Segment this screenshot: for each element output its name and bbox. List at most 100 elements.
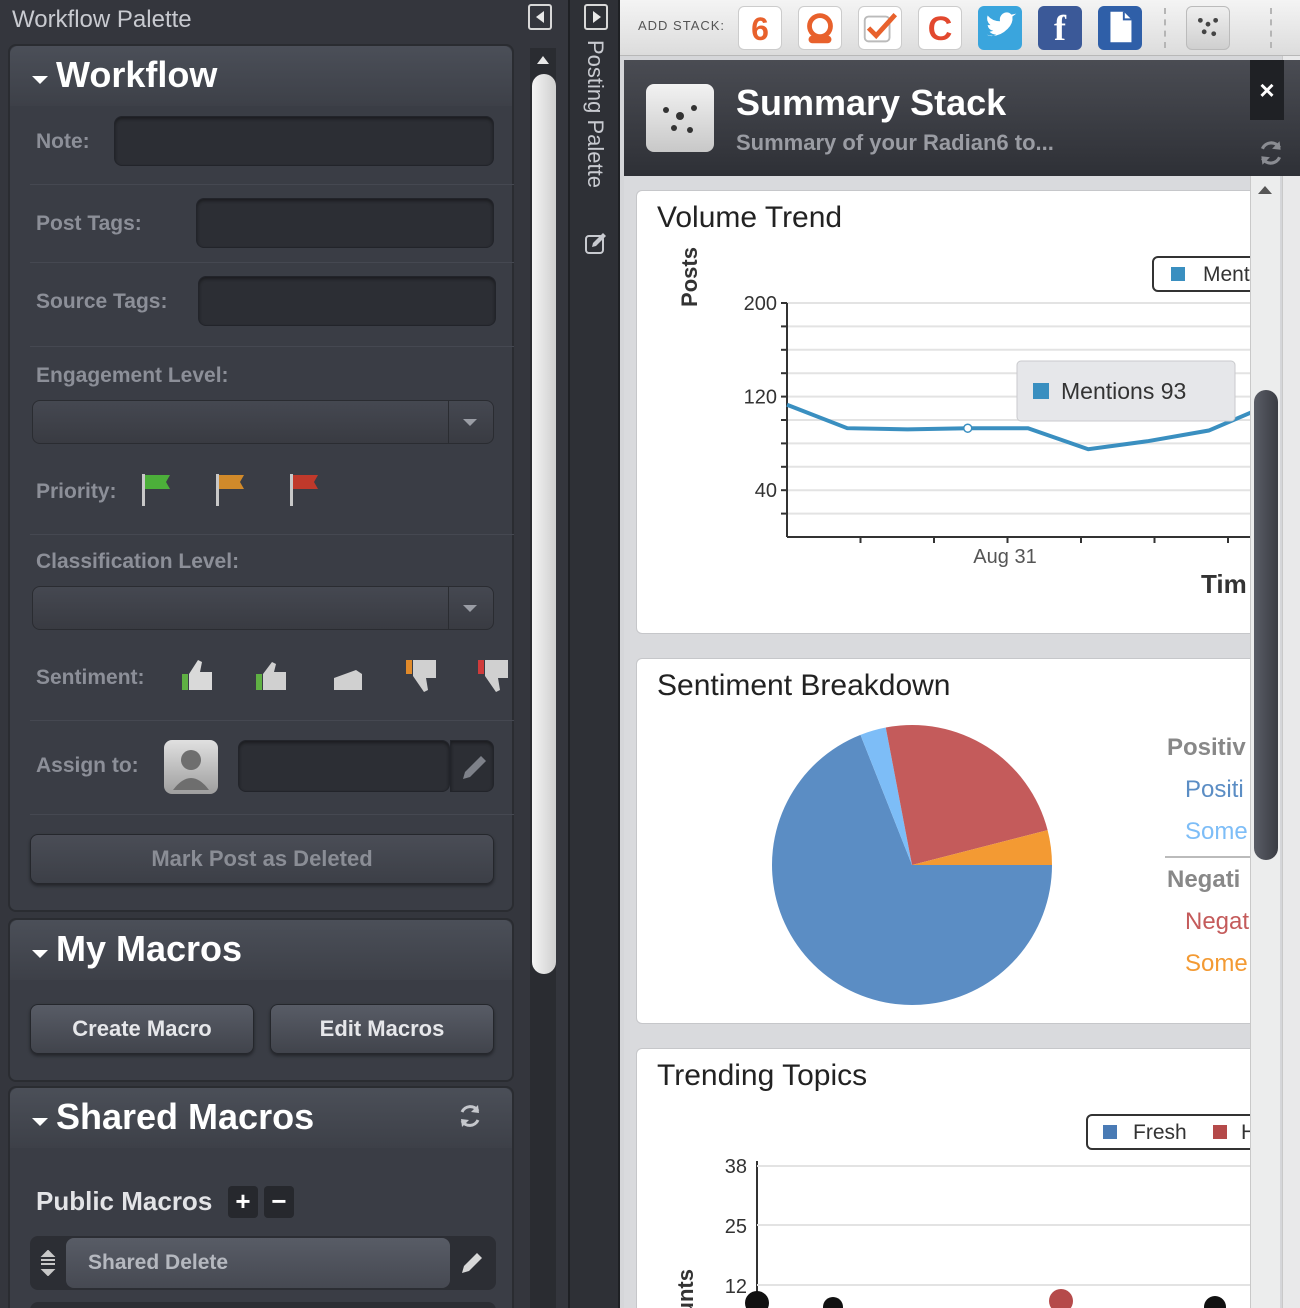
classification-level-select[interactable]	[32, 586, 494, 630]
thumbs-down-strong-icon[interactable]	[472, 654, 516, 698]
y-tick-label: 25	[725, 1216, 747, 1238]
check-icon[interactable]	[858, 6, 902, 50]
sentiment-breakdown-card: Sentiment Breakdown Positiv Positi Some …	[636, 658, 1270, 1024]
y-tick-label: 120	[744, 387, 777, 409]
workflow-palette: Workflow Palette Workflow Note: Post Tag…	[0, 0, 568, 1308]
y-tick-label: 40	[755, 480, 777, 502]
volume-trend-title: Volume Trend	[657, 201, 843, 234]
legend-somewhat-positive[interactable]: Some	[1185, 818, 1248, 845]
refresh-icon[interactable]	[1256, 138, 1286, 168]
scroll-up-arrow-icon[interactable]	[1258, 186, 1272, 194]
radian6-icon[interactable]: 6	[738, 6, 782, 50]
legend[interactable]: Fresh H	[1086, 1114, 1270, 1150]
divider	[30, 346, 514, 347]
summary-stack-icon	[646, 84, 714, 152]
list-item[interactable]: Shared Delete	[30, 1236, 496, 1290]
refresh-icon[interactable]	[456, 1102, 484, 1130]
legend-positive[interactable]: Positi	[1185, 776, 1244, 803]
thumbs-up-icon[interactable]	[250, 654, 294, 698]
data-point[interactable]	[823, 1297, 843, 1308]
data-point[interactable]	[745, 1291, 769, 1308]
close-stack-button[interactable]: ×	[1250, 60, 1284, 120]
thumbs-neutral-icon[interactable]	[326, 654, 370, 698]
pie-slice-positive[interactable]	[772, 734, 1052, 1005]
engagement-level-select[interactable]	[32, 400, 494, 444]
trending-topics-chart: Fresh H 38 25 12 ounts	[673, 1114, 1270, 1308]
dots-icon[interactable]	[1186, 6, 1230, 50]
add-macro-button[interactable]: +	[228, 1186, 258, 1218]
collapse-arrow-icon[interactable]	[32, 1118, 48, 1126]
legend-somewhat-negative[interactable]: Some	[1185, 950, 1248, 977]
thumbs-up-strong-icon[interactable]	[176, 654, 220, 698]
post-tags-input[interactable]	[196, 198, 494, 248]
shared-delete-macro[interactable]: Shared Delete	[66, 1238, 450, 1288]
expand-posting-palette-button[interactable]	[584, 4, 608, 30]
avatar[interactable]	[164, 740, 218, 794]
pie-slice-somewhat-positive[interactable]	[860, 727, 912, 865]
assign-to-input[interactable]	[238, 740, 450, 792]
add-stack-label: ADD STACK:	[638, 18, 726, 33]
toolbar-separator	[1164, 8, 1166, 48]
data-point[interactable]	[1204, 1296, 1226, 1308]
flag-green-icon[interactable]	[140, 472, 180, 508]
data-point[interactable]	[1049, 1289, 1073, 1308]
shared-macros-header[interactable]: Shared Macros	[10, 1088, 512, 1148]
list-item[interactable]	[30, 1302, 496, 1308]
my-macros-header[interactable]: My Macros	[10, 920, 512, 980]
legend-fresh: Fresh	[1133, 1121, 1187, 1144]
palette-scroll-thumb[interactable]	[532, 74, 556, 974]
edit-macros-button[interactable]: Edit Macros	[270, 1004, 494, 1054]
legend-negative[interactable]: Negat	[1185, 908, 1249, 935]
post-tags-label: Post Tags:	[36, 212, 142, 235]
my-macros-panel: My Macros Create Macro Edit Macros	[8, 918, 514, 1082]
legend-swatch-hot	[1213, 1125, 1227, 1139]
source-tags-input[interactable]	[198, 276, 496, 326]
thumbs-down-icon[interactable]	[400, 654, 444, 698]
stack-scrollbar[interactable]	[1250, 176, 1280, 1308]
mentions-series-line	[786, 402, 1270, 452]
collapse-arrow-icon[interactable]	[32, 950, 48, 958]
flag-orange-icon[interactable]	[214, 472, 254, 508]
twitter-icon[interactable]	[978, 6, 1022, 50]
legend-label: Ment	[1203, 263, 1250, 286]
pie-slice-somewhat-negative[interactable]	[912, 830, 1052, 865]
note-input[interactable]	[114, 116, 494, 166]
scroll-up-arrow-icon[interactable]	[537, 56, 549, 64]
compose-icon[interactable]	[584, 232, 608, 256]
pencil-icon[interactable]	[456, 1248, 486, 1278]
volume-trend-card: Volume Trend 200 120 40 Posts Tim Aug 31 M…	[636, 190, 1270, 634]
collapse-arrow-icon[interactable]	[32, 76, 48, 84]
person-icon	[173, 750, 209, 790]
flag-red-icon[interactable]	[288, 472, 328, 508]
document-icon[interactable]	[1098, 6, 1142, 50]
y-axis-label: Posts	[677, 247, 702, 307]
divider	[30, 262, 514, 263]
engagement-level-label: Engagement Level:	[36, 364, 229, 387]
drag-handle-icon[interactable]	[38, 1250, 58, 1276]
collapse-palette-button[interactable]	[528, 4, 552, 30]
support-icon[interactable]	[798, 6, 842, 50]
pie-slice-negative[interactable]	[885, 725, 1048, 865]
stack-scroll-thumb[interactable]	[1254, 390, 1278, 860]
posting-palette-label[interactable]: Posting Palette	[583, 40, 608, 188]
tooltip-swatch	[1033, 383, 1049, 399]
tooltip-text: Mentions 93	[1061, 378, 1186, 404]
chevron-down-icon[interactable]	[463, 605, 477, 612]
x-axis-label: Tim	[1201, 569, 1247, 599]
hovered-data-point[interactable]	[963, 423, 973, 433]
legend[interactable]: Ment	[1152, 256, 1270, 292]
mark-post-deleted-button[interactable]: Mark Post as Deleted	[30, 834, 494, 884]
workflow-panel-header[interactable]: Workflow	[10, 46, 512, 106]
legend-positive-header: Positiv	[1167, 734, 1246, 761]
remove-macro-button[interactable]: −	[264, 1186, 294, 1218]
y-tick-label: 38	[725, 1156, 747, 1178]
palette-scrollbar[interactable]	[530, 48, 556, 1308]
note-label: Note:	[36, 130, 90, 153]
outer-scrollbar[interactable]	[1282, 56, 1300, 1308]
assign-edit-button[interactable]	[450, 740, 494, 792]
stack-title: Summary Stack	[736, 82, 1007, 123]
create-macro-button[interactable]: Create Macro	[30, 1004, 254, 1054]
c-icon[interactable]: C	[918, 6, 962, 50]
facebook-icon[interactable]: f	[1038, 6, 1082, 50]
chevron-down-icon[interactable]	[463, 419, 477, 426]
